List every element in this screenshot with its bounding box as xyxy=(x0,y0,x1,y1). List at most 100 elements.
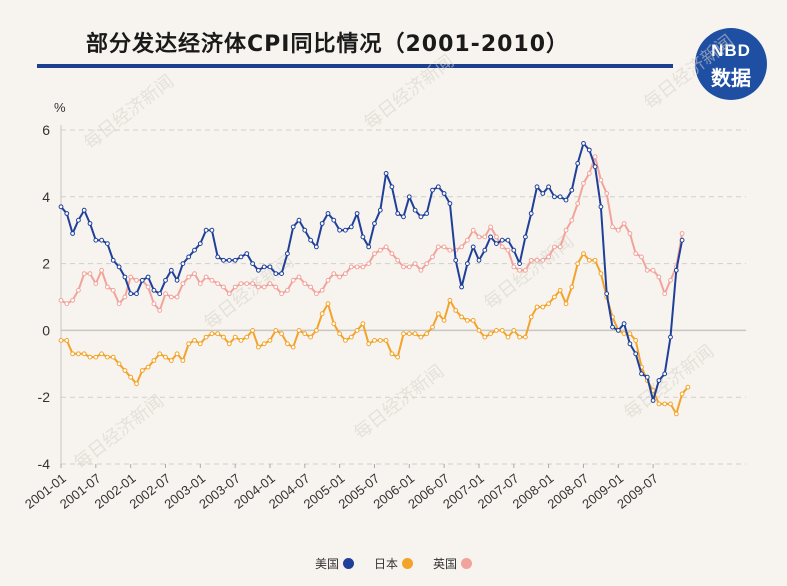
data-point xyxy=(447,247,453,253)
data-point xyxy=(499,237,505,243)
data-point xyxy=(633,251,639,257)
data-point xyxy=(99,351,104,357)
data-point xyxy=(319,287,325,293)
data-point xyxy=(488,331,494,337)
data-point xyxy=(105,354,110,360)
data-point xyxy=(273,284,279,290)
data-point xyxy=(238,338,244,343)
data-point xyxy=(110,257,116,263)
data-point xyxy=(174,351,180,357)
data-point xyxy=(644,374,650,380)
data-point xyxy=(337,331,343,337)
data-point xyxy=(302,227,308,233)
plot-area xyxy=(58,141,691,417)
data-point xyxy=(203,274,209,280)
data-point xyxy=(290,224,296,230)
data-point xyxy=(383,171,389,176)
data-point xyxy=(250,281,256,287)
data-point xyxy=(302,281,308,287)
data-point xyxy=(267,264,273,270)
data-point xyxy=(586,171,592,176)
nbd-logo: NBD 数据 xyxy=(695,28,767,100)
data-point xyxy=(586,257,592,263)
data-point xyxy=(354,211,360,216)
data-point xyxy=(639,371,644,377)
legend-item: 英国 xyxy=(433,555,473,572)
data-point xyxy=(668,401,673,407)
data-point xyxy=(615,328,621,333)
series-2 xyxy=(58,154,685,313)
data-point xyxy=(679,237,685,243)
data-point xyxy=(598,271,604,277)
data-point xyxy=(372,221,377,226)
data-point xyxy=(360,264,366,270)
data-point xyxy=(662,401,668,407)
data-point xyxy=(528,314,534,320)
data-point xyxy=(58,204,64,210)
legend-label: 美国 xyxy=(314,557,339,571)
legend-item: 日本 xyxy=(374,555,413,572)
data-point xyxy=(412,331,418,337)
data-point xyxy=(238,281,244,287)
data-point xyxy=(319,311,325,317)
data-point xyxy=(459,314,465,320)
data-point xyxy=(244,251,250,257)
data-point xyxy=(523,267,528,273)
data-point xyxy=(151,358,157,363)
data-point xyxy=(412,207,418,213)
data-point xyxy=(331,321,337,327)
data-point xyxy=(296,328,302,333)
data-point xyxy=(476,257,482,263)
data-point xyxy=(470,244,476,250)
data-point xyxy=(226,257,232,263)
data-point xyxy=(569,217,575,223)
data-point xyxy=(87,221,93,226)
data-point xyxy=(256,284,261,290)
data-point xyxy=(76,217,81,223)
data-point xyxy=(267,338,273,343)
data-point xyxy=(348,224,354,230)
data-point xyxy=(523,334,528,340)
data-point xyxy=(488,234,494,240)
data-point xyxy=(418,267,424,273)
data-point xyxy=(116,301,122,307)
data-point xyxy=(575,161,581,166)
data-point xyxy=(406,194,412,200)
data-point xyxy=(459,284,465,290)
data-point xyxy=(250,328,256,333)
data-point xyxy=(116,361,122,367)
data-point xyxy=(273,328,279,333)
watermark-text: 每日经济新闻 xyxy=(70,391,168,474)
data-point xyxy=(180,261,186,267)
data-point xyxy=(157,351,163,357)
data-point xyxy=(192,338,197,343)
data-point xyxy=(244,281,250,287)
data-point xyxy=(627,331,633,337)
data-point xyxy=(511,328,517,333)
data-point xyxy=(197,281,203,287)
data-point xyxy=(134,291,139,297)
data-point xyxy=(476,328,482,333)
data-point xyxy=(586,147,592,153)
data-point xyxy=(563,227,569,233)
data-point xyxy=(615,227,621,233)
data-point xyxy=(534,257,540,263)
data-point xyxy=(383,338,389,343)
data-point xyxy=(650,398,656,403)
data-point xyxy=(482,247,488,253)
data-point xyxy=(314,328,319,333)
y-axis-unit: % xyxy=(54,100,66,115)
watermark-text: 每日经济新闻 xyxy=(640,31,738,114)
data-point xyxy=(221,334,226,340)
y-tick-label: 4 xyxy=(42,189,50,205)
data-point xyxy=(209,277,215,283)
data-point xyxy=(546,301,551,307)
data-point xyxy=(128,374,134,380)
data-point xyxy=(453,257,459,263)
data-point xyxy=(656,401,662,407)
data-point xyxy=(157,308,163,313)
data-point xyxy=(122,294,128,300)
data-point xyxy=(401,214,406,220)
data-point xyxy=(331,217,337,223)
data-point xyxy=(598,177,604,183)
